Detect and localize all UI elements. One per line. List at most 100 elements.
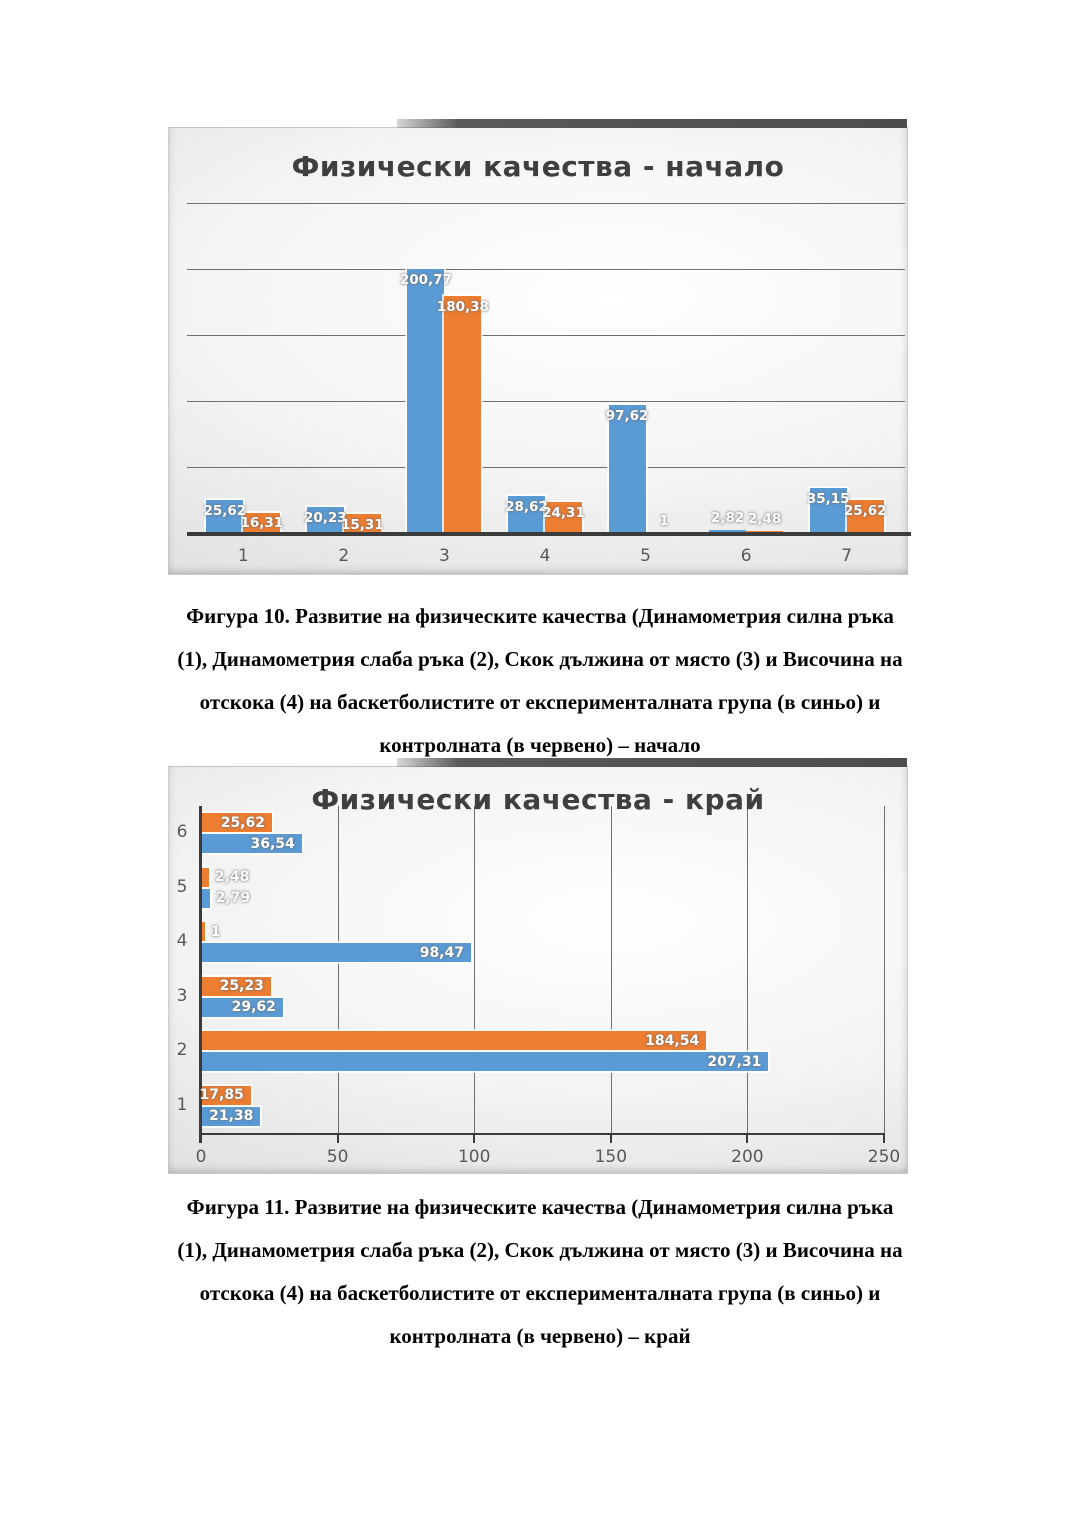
data-label: 36,54 — [250, 835, 295, 852]
caption-line: Фигура 11. Развитие на физическите качес… — [186, 1195, 894, 1219]
bar-orange-cat4 — [202, 922, 205, 942]
bar-orange-cat7 — [846, 500, 884, 534]
gridline-200 — [187, 269, 905, 270]
data-label: 25,62 — [843, 503, 887, 520]
chart-top-edge-strip — [397, 119, 907, 128]
bar-blue-cat1 — [202, 1106, 261, 1126]
category-label-2: 2 — [176, 1040, 188, 1061]
gridline-50 — [337, 806, 339, 1133]
category-label-6: 6 — [740, 546, 752, 566]
bar-blue-cat7 — [809, 487, 847, 534]
gridline-200 — [747, 806, 749, 1133]
gridline-150 — [187, 335, 905, 336]
caption-line: (1), Динамометрия слаба ръка (2), Скок д… — [177, 1238, 903, 1262]
bar-blue-cat4 — [508, 496, 545, 534]
gridline-100 — [187, 401, 905, 402]
bar-orange-cat6 — [202, 813, 272, 833]
x-tick-label-150: 150 — [594, 1147, 628, 1167]
data-label: 97,62 — [605, 408, 649, 425]
data-label: 21,38 — [209, 1108, 254, 1125]
data-label: 2,82 — [710, 510, 745, 527]
bar-orange-cat3 — [202, 976, 271, 996]
data-label: 25,62 — [220, 814, 265, 831]
data-label: 98,47 — [419, 944, 464, 961]
bar-blue-cat1 — [206, 500, 244, 534]
x-tick-label-100: 100 — [457, 1147, 491, 1167]
axis-tick-250 — [883, 1133, 885, 1143]
data-label: 184,54 — [645, 1032, 700, 1049]
y-axis-line — [199, 806, 202, 1143]
category-label-1: 1 — [176, 1094, 188, 1115]
axis-tick-100 — [473, 1133, 476, 1143]
category-label-7: 7 — [841, 546, 853, 566]
axis-tick-50 — [336, 1133, 339, 1143]
bar-blue-cat2 — [202, 1052, 769, 1072]
bar-orange-cat2 — [343, 513, 381, 534]
bar-orange-cat2 — [202, 1031, 707, 1051]
category-label-6: 6 — [176, 822, 188, 843]
data-label: 24,31 — [542, 504, 585, 521]
caption-line: контролната (в червено) – начало — [379, 733, 701, 757]
gridline-250 — [187, 203, 905, 204]
category-label-3: 3 — [439, 546, 450, 566]
data-label: 15,31 — [340, 516, 384, 533]
data-label: 28,62 — [505, 499, 548, 516]
data-label: 180,38 — [436, 298, 489, 315]
bar-orange-cat4 — [545, 501, 582, 534]
data-label: 35,15 — [806, 490, 850, 507]
data-label: 2,48 — [747, 510, 782, 527]
bar-blue-cat5 — [202, 888, 210, 908]
figure-10-chart: Физически качества - начало 1 25,62 16,31 2… — [168, 119, 911, 575]
data-label: 17,85 — [199, 1087, 244, 1104]
category-label-2: 2 — [338, 546, 350, 566]
data-label: 1 — [659, 512, 669, 529]
chart-title: Физически качества - начало — [291, 150, 785, 183]
x-tick-label-0: 0 — [195, 1147, 207, 1167]
x-tick-label-250: 250 — [867, 1147, 901, 1167]
caption-line: отскока (4) на баскетболистите от експер… — [199, 690, 881, 714]
data-label: 207,31 — [707, 1053, 762, 1070]
figure-11-chart: Физически качества - край 0 50 100 150 200 25… — [168, 758, 908, 1174]
bar-blue-cat4 — [202, 943, 471, 963]
caption-line: (1), Динамометрия слаба ръка (2), Скок д… — [177, 647, 903, 671]
x-tick-label-50: 50 — [326, 1147, 349, 1167]
bar-blue-cat6 — [202, 834, 302, 854]
gridline-150 — [610, 806, 612, 1133]
data-label: 25,23 — [219, 978, 264, 995]
plot-area: 1 25,62 16,31 2 20,23 15,31 3 200,77 180,38 4 28,6… — [187, 203, 911, 566]
figure-11-caption: Фигура 11. Развитие на физическите качес… — [90, 1186, 990, 1358]
plot-area: 0 50 100 150 200 250 1 17,85 21,38 2 184,54 207,31 3… — [177, 806, 900, 1167]
data-label: 2,48 — [214, 869, 250, 886]
bar-orange-cat3 — [444, 295, 482, 534]
bar-blue-cat3 — [202, 997, 283, 1017]
gridline-50 — [187, 467, 905, 468]
axis-tick-200 — [746, 1133, 749, 1143]
x-tick-label-200: 200 — [731, 1147, 764, 1167]
caption-line: контролната (в червено) – край — [389, 1324, 691, 1348]
chart-title: Физически качества - край — [311, 783, 765, 816]
data-label: 25,62 — [203, 503, 247, 520]
caption-line: Фигура 10. Развитие на физическите качес… — [186, 604, 894, 628]
data-label: 29,62 — [231, 999, 276, 1016]
x-axis-line — [187, 532, 911, 536]
category-label-4: 4 — [176, 931, 188, 952]
chart-top-edge-strip — [397, 758, 907, 767]
bar-orange-cat1 — [202, 1085, 251, 1105]
x-axis-line — [201, 1133, 884, 1135]
data-label: 16,31 — [240, 515, 284, 532]
bar-blue-cat3 — [407, 269, 445, 534]
data-label: 1 — [210, 923, 221, 940]
axis-tick-150 — [609, 1133, 612, 1143]
data-label: 20,23 — [303, 510, 347, 527]
category-label-3: 3 — [176, 985, 188, 1006]
data-label: 200,77 — [399, 271, 452, 288]
category-label-1: 1 — [237, 546, 249, 566]
bar-orange-cat5 — [202, 867, 209, 887]
category-label-5: 5 — [176, 876, 188, 897]
figure-10-caption: Фигура 10. Развитие на физическите качес… — [90, 595, 990, 767]
gridline-250 — [884, 806, 885, 1133]
bar-blue-cat2 — [306, 507, 344, 534]
category-label-5: 5 — [640, 546, 651, 566]
bar-orange-cat1 — [243, 512, 281, 534]
gridline-100 — [474, 806, 476, 1133]
